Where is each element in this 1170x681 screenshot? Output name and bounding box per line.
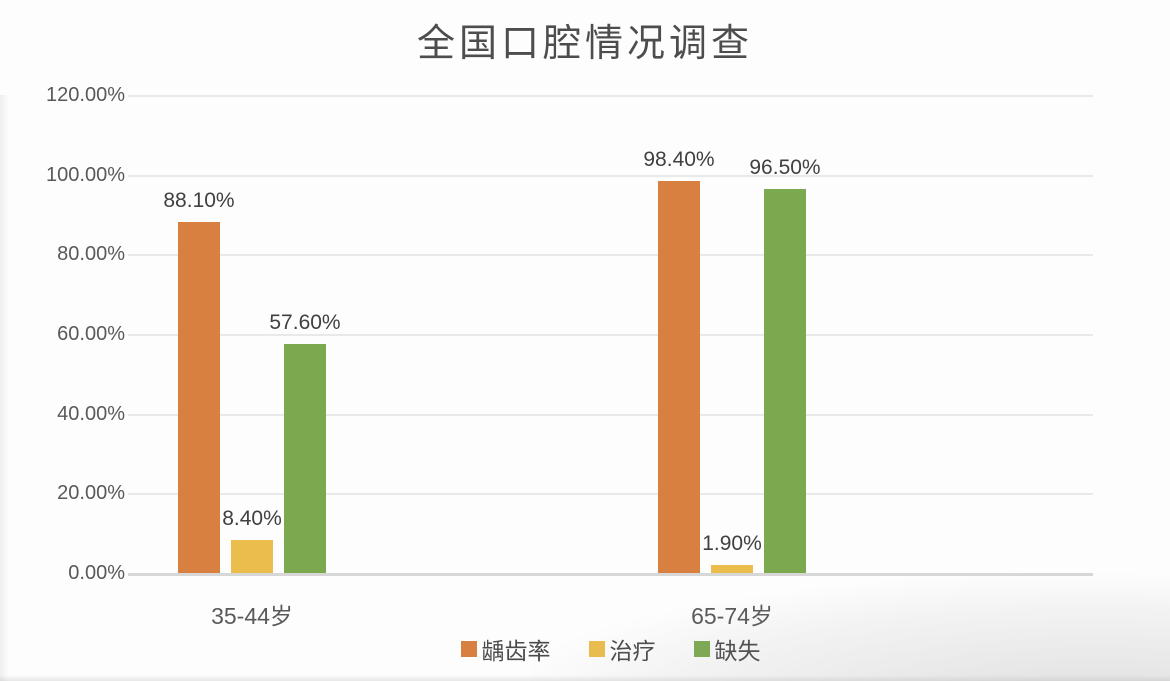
legend-item-治疗: 治疗 — [588, 632, 656, 666]
legend: 龋齿率 治疗 缺失 — [128, 632, 1093, 666]
legend-swatch-icon — [588, 641, 605, 657]
legend-label: 缺失 — [714, 638, 761, 664]
gridline — [128, 334, 1093, 336]
legend-label: 治疗 — [609, 638, 656, 664]
y-axis-tick-label: 40.00% — [57, 402, 125, 425]
gridline — [128, 573, 1093, 576]
y-axis-tick-label: 20.00% — [57, 482, 125, 505]
y-axis-tick-label: 120.00% — [46, 84, 125, 106]
bar-value-label: 98.40% — [643, 148, 715, 172]
gridline — [128, 95, 1093, 97]
y-axis-tick-label: 60.00% — [57, 323, 125, 345]
legend-label: 龋齿率 — [481, 638, 551, 664]
legend-item-龋齿率: 龋齿率 — [460, 632, 551, 666]
bar-龋齿率-35-44岁 — [178, 222, 220, 573]
bar-value-label: 57.60% — [269, 310, 341, 334]
bar-缺失-35-44岁 — [284, 343, 326, 573]
legend-item-缺失: 缺失 — [693, 632, 761, 666]
y-axis-tick-label: 100.00% — [46, 163, 125, 186]
bar-value-label: 88.10% — [163, 189, 235, 213]
legend-swatch-icon — [693, 641, 710, 657]
y-axis-tick-label: 80.00% — [57, 243, 125, 266]
y-axis-tick-label: 0.00% — [68, 562, 125, 584]
bar-value-label: 1.90% — [702, 532, 762, 556]
bar-龋齿率-65-74岁 — [658, 181, 700, 573]
gridline — [128, 493, 1093, 496]
bar-value-label: 8.40% — [222, 506, 282, 530]
bar-value-label: 96.50% — [749, 155, 821, 179]
x-axis-category-label: 35-44岁 — [211, 603, 293, 629]
bar-治疗-35-44岁 — [231, 539, 273, 573]
bar-缺失-65-74岁 — [764, 188, 806, 573]
legend-swatch-icon — [460, 641, 477, 657]
chart-title: 全国口腔情况调查 — [416, 23, 753, 65]
gridline — [128, 413, 1093, 416]
gridline — [128, 254, 1093, 257]
gridline — [128, 174, 1093, 177]
x-axis-category-label: 65-74岁 — [691, 603, 773, 629]
bar-治疗-65-74岁 — [711, 565, 753, 573]
